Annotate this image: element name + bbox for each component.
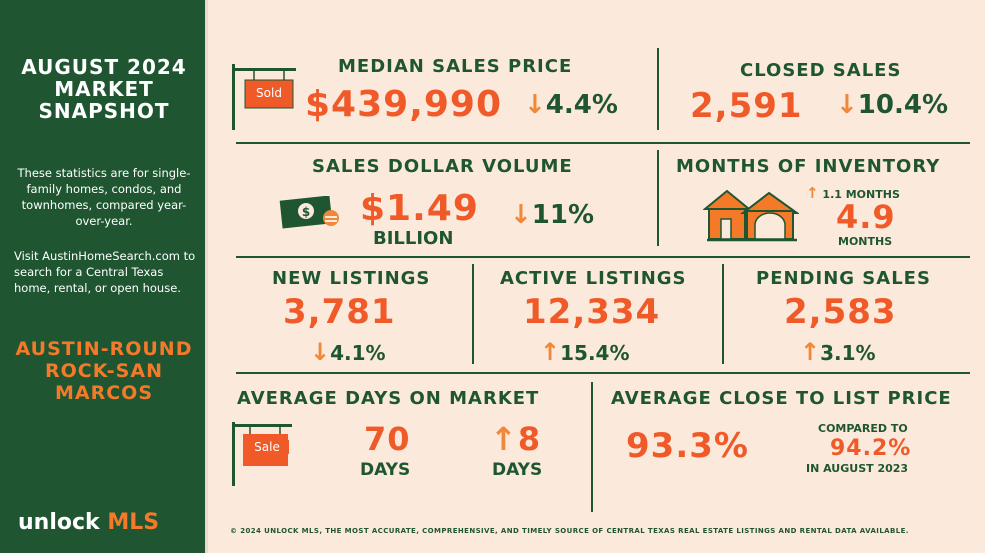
average-days-on-market-unit: DAYS [360,460,411,480]
new-listings-value: 3,781 [283,292,396,332]
compare-period: IN AUGUST 2023 [806,462,909,475]
new-listings-change: ↓4.1% [310,338,386,366]
active-listings-change: ↑15.4% [540,338,630,366]
divider [657,150,659,246]
sales-dollar-volume-change: ↓11% [510,200,595,230]
pending-sales-label: PENDING SALES [756,268,931,289]
new-listings-label: NEW LISTINGS [272,268,431,289]
up-arrow-icon: ↑ [540,338,561,366]
divider [722,264,724,364]
divider [657,48,659,130]
down-arrow-icon: ↓ [310,338,331,366]
closed-sales-label: CLOSED SALES [740,60,902,81]
sidebar-description: These statistics are for single-family h… [17,166,191,228]
footer-copyright: © 2024 UNLOCK MLS, THE MOST ACCURATE, CO… [230,527,909,535]
months-of-inventory-change: ↑ 1.1 MONTHS [806,184,900,202]
average-days-on-market-label: AVERAGE DAYS ON MARKET [237,388,540,409]
months-of-inventory-value: 4.9 [836,198,896,236]
down-arrow-icon: ↓ [510,200,532,230]
pending-sales-value: 2,583 [784,292,897,332]
average-days-on-market-change: ↑8 [490,420,542,458]
average-close-to-list-value: 93.3% [626,426,749,466]
sales-dollar-volume-value: $1.49 [360,188,479,229]
sales-dollar-volume-label: SALES DOLLAR VOLUME [312,156,573,177]
compared-to-label: COMPARED TO [818,422,908,435]
sold-sign-label: Sold [247,86,291,100]
money-bill-icon: $ [279,196,339,229]
house-icon [703,189,799,242]
svg-text:$: $ [302,205,310,219]
closed-sales-change: ↓10.4% [836,90,948,120]
closed-sales-value: 2,591 [690,86,803,126]
snapshot-title: AUGUST 2024 MARKET SNAPSHOT [21,55,187,123]
divider [236,142,970,144]
sale-sign-label: Sale [245,440,289,454]
median-sales-price-label: MEDIAN SALES PRICE [338,56,573,77]
median-sales-price-value: $439,990 [305,84,503,125]
average-days-on-market-value: 70 [364,420,411,458]
sale-sign-icon [232,422,292,486]
divider [236,256,970,258]
down-arrow-icon: ↓ [836,90,858,120]
divider [472,264,474,364]
average-days-on-market-change-unit: DAYS [492,460,543,480]
months-of-inventory-unit: MONTHS [838,235,893,248]
unlock-mls-logo: unlock MLS [18,510,159,535]
months-of-inventory-label: MONTHS OF INVENTORY [676,156,941,177]
active-listings-label: ACTIVE LISTINGS [500,268,687,289]
up-arrow-icon: ↑ [800,338,821,366]
pending-sales-change: ↑3.1% [800,338,876,366]
logo-mls-text: MLS [107,510,160,535]
down-arrow-icon: ↓ [524,90,546,120]
sales-dollar-volume-unit: BILLION [373,228,454,249]
up-arrow-icon: ↑ [806,184,819,202]
median-sales-price-change: ↓4.4% [524,90,618,120]
divider [591,382,593,512]
area-name: AUSTIN-ROUND ROCK-SAN MARCOS [15,338,193,404]
sidebar: AUGUST 2024 MARKET SNAPSHOT These statis… [0,0,208,553]
logo-unlock-text: unlock [18,510,100,535]
divider [236,372,970,374]
compare-value: 94.2% [830,436,912,461]
average-close-to-list-label: AVERAGE CLOSE TO LIST PRICE [611,388,952,409]
up-arrow-icon: ↑ [490,420,518,458]
sidebar-visit-text: Visit AustinHomeSearch.com to search for… [14,249,196,295]
active-listings-value: 12,334 [523,292,661,332]
